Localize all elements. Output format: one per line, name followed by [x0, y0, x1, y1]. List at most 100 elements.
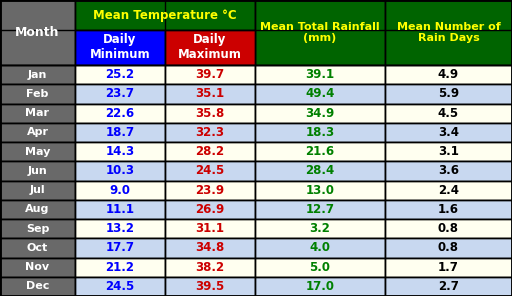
Text: 34.8: 34.8: [196, 241, 225, 254]
Text: 5.0: 5.0: [309, 260, 331, 274]
Text: 24.5: 24.5: [105, 280, 135, 293]
Text: 39.1: 39.1: [306, 68, 334, 81]
Text: 22.6: 22.6: [105, 107, 135, 120]
Text: 9.0: 9.0: [110, 184, 131, 197]
Text: 25.2: 25.2: [105, 68, 135, 81]
Text: 3.1: 3.1: [438, 145, 459, 158]
Bar: [165, 123, 255, 142]
Bar: [385, 219, 512, 238]
Text: 21.2: 21.2: [105, 260, 135, 274]
Text: 3.4: 3.4: [438, 126, 459, 139]
Bar: [75, 84, 165, 104]
Bar: [0, 104, 75, 123]
Text: 4.5: 4.5: [438, 107, 459, 120]
Bar: [385, 181, 512, 200]
Bar: [255, 277, 385, 296]
Bar: [0, 84, 75, 104]
Bar: [255, 104, 385, 123]
Text: 0.8: 0.8: [438, 241, 459, 254]
Text: Daily
Minimum: Daily Minimum: [90, 33, 151, 62]
Text: 1.7: 1.7: [438, 260, 459, 274]
Bar: [255, 161, 385, 181]
Text: Feb: Feb: [26, 89, 49, 99]
Bar: [255, 84, 385, 104]
Bar: [385, 104, 512, 123]
Bar: [0, 161, 75, 181]
Text: 35.1: 35.1: [196, 87, 225, 100]
Bar: [385, 0, 512, 65]
Text: 4.9: 4.9: [438, 68, 459, 81]
Bar: [165, 104, 255, 123]
Bar: [75, 181, 165, 200]
Text: 4.0: 4.0: [309, 241, 331, 254]
Text: 18.7: 18.7: [105, 126, 135, 139]
Bar: [0, 142, 75, 161]
Bar: [0, 181, 75, 200]
Text: Aug: Aug: [25, 204, 50, 214]
Text: May: May: [25, 147, 50, 157]
Text: 17.0: 17.0: [306, 280, 334, 293]
Bar: [75, 277, 165, 296]
Bar: [165, 181, 255, 200]
Bar: [0, 258, 75, 277]
Bar: [75, 258, 165, 277]
Bar: [385, 200, 512, 219]
Text: Nov: Nov: [26, 262, 50, 272]
Bar: [75, 104, 165, 123]
Text: Mean Number of
Rain Days: Mean Number of Rain Days: [397, 22, 500, 43]
Text: 0.8: 0.8: [438, 222, 459, 235]
Text: 38.2: 38.2: [196, 260, 225, 274]
Text: 49.4: 49.4: [305, 87, 335, 100]
Text: Daily
Maximum: Daily Maximum: [178, 33, 242, 62]
Text: 10.3: 10.3: [105, 164, 135, 177]
Bar: [385, 123, 512, 142]
Text: 26.9: 26.9: [196, 203, 225, 216]
Bar: [75, 142, 165, 161]
Bar: [0, 123, 75, 142]
Bar: [255, 0, 385, 65]
Bar: [255, 258, 385, 277]
Bar: [0, 0, 75, 65]
Bar: [165, 84, 255, 104]
Bar: [75, 161, 165, 181]
Bar: [165, 30, 255, 65]
Bar: [0, 200, 75, 219]
Text: 14.3: 14.3: [105, 145, 135, 158]
Bar: [255, 219, 385, 238]
Bar: [75, 219, 165, 238]
Text: 3.6: 3.6: [438, 164, 459, 177]
Text: 35.8: 35.8: [196, 107, 225, 120]
Bar: [165, 277, 255, 296]
Text: Jun: Jun: [28, 166, 48, 176]
Text: 2.7: 2.7: [438, 280, 459, 293]
Bar: [255, 65, 385, 84]
Text: 23.9: 23.9: [196, 184, 225, 197]
Text: Apr: Apr: [27, 127, 49, 137]
Text: Dec: Dec: [26, 281, 49, 291]
Bar: [75, 200, 165, 219]
Bar: [255, 123, 385, 142]
Bar: [255, 238, 385, 258]
Bar: [255, 142, 385, 161]
Bar: [385, 238, 512, 258]
Text: 32.3: 32.3: [196, 126, 224, 139]
Bar: [75, 238, 165, 258]
Bar: [75, 123, 165, 142]
Bar: [165, 258, 255, 277]
Text: 17.7: 17.7: [105, 241, 135, 254]
Bar: [165, 238, 255, 258]
Bar: [385, 258, 512, 277]
Text: 12.7: 12.7: [306, 203, 334, 216]
Text: 34.9: 34.9: [305, 107, 335, 120]
Bar: [165, 161, 255, 181]
Bar: [385, 142, 512, 161]
Text: 2.4: 2.4: [438, 184, 459, 197]
Text: Jul: Jul: [30, 185, 46, 195]
Bar: [385, 65, 512, 84]
Bar: [75, 65, 165, 84]
Text: Sep: Sep: [26, 223, 49, 234]
Text: Oct: Oct: [27, 243, 48, 253]
Bar: [165, 142, 255, 161]
Bar: [165, 65, 255, 84]
Text: Mar: Mar: [26, 108, 50, 118]
